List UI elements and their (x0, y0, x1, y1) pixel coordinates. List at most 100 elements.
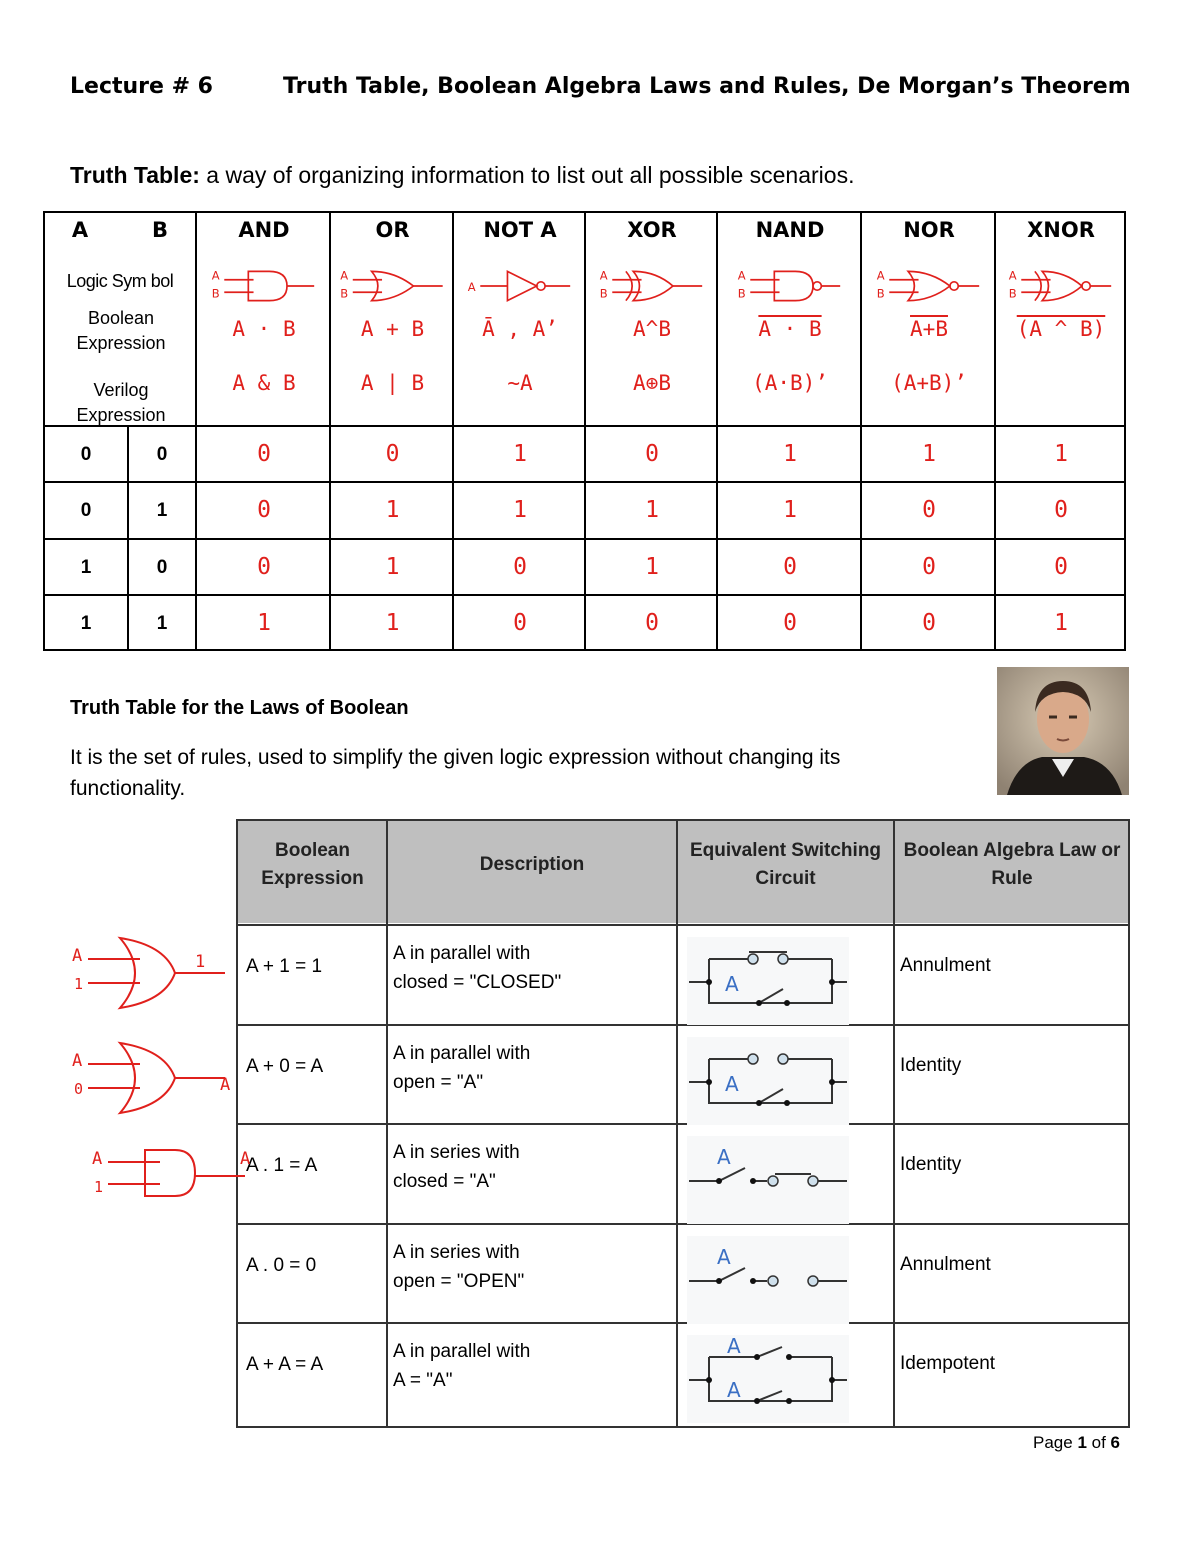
verilog-expression: ~A (507, 371, 533, 395)
row-divider (238, 1322, 1128, 1324)
svg-text:1: 1 (74, 975, 83, 993)
laws-heading: Truth Table for the Laws of Boolean (70, 697, 409, 719)
svg-text:A: A (92, 1149, 102, 1169)
svg-text:A: A (240, 1149, 250, 1169)
truth-output-cell: 0 (257, 441, 271, 467)
svg-text:A: A (72, 1051, 82, 1071)
svg-text:0: 0 (74, 1080, 83, 1098)
truth-output-cell: 1 (513, 497, 527, 523)
truth-output-cell: 0 (1054, 497, 1068, 523)
column-header-b: B (151, 218, 168, 242)
input-b-cell: 1 (156, 500, 168, 521)
page-title: Truth Table, Boolean Algebra Laws and Ru… (283, 74, 1131, 99)
column-divider (860, 213, 862, 649)
row-divider (238, 1123, 1128, 1125)
switching-circuit-series-open: A (687, 1236, 849, 1329)
row-divider (45, 594, 1124, 596)
description-line-2: open = "A" (393, 1072, 484, 1093)
column-divider (716, 213, 718, 649)
column-divider (584, 213, 586, 649)
svg-text:A: A (220, 1075, 230, 1095)
description-line-1: A in series with (393, 1242, 520, 1263)
truth-output-cell: 0 (645, 441, 659, 467)
svg-text:A: A (72, 946, 82, 966)
row-divider (45, 425, 1124, 427)
laws-description: It is the set of rules, used to simplify… (70, 746, 841, 800)
truth-output-cell: 1 (783, 441, 797, 467)
side-or-gate-sketch-icon: A 0 A (70, 1040, 235, 1115)
boolean-expression-cell: A . 1 = A (246, 1155, 318, 1176)
svg-text:B: B (877, 287, 885, 301)
description-line-2: A = "A" (393, 1370, 453, 1391)
boolean-expression-cell: A + A = A (246, 1354, 324, 1375)
verilog-expression: (A+B)’ (891, 371, 967, 395)
svg-text:B: B (1009, 287, 1017, 301)
svg-text:A: A (727, 1335, 741, 1358)
truth-output-cell: 0 (257, 554, 271, 580)
side-and-gate-sketch-icon: A 1 A (90, 1138, 255, 1208)
description-line-1: A in parallel with (393, 1043, 531, 1064)
column-divider (329, 213, 331, 649)
boolean-expression: A · B (758, 317, 822, 341)
law-name: Annulment (900, 955, 991, 976)
gate-name-or: OR (375, 218, 410, 242)
law-name: Annulment (900, 1254, 991, 1275)
intro-label: Truth Table: (70, 162, 200, 188)
boolean-expression: (A ^ B) (1016, 317, 1106, 341)
column-header: Boolean Expression (261, 840, 364, 889)
truth-output-cell: 1 (645, 497, 659, 523)
truth-output-cell: 0 (922, 610, 936, 636)
boolean-expression: A^B (633, 317, 671, 341)
input-a-cell: 0 (80, 500, 92, 521)
row-divider (238, 924, 1128, 926)
row-divider (238, 1024, 1128, 1026)
column-header: Boolean Algebra Law or Rule (903, 840, 1121, 889)
gate-name-xor: XOR (627, 218, 677, 242)
laws-table: Boolean Expression Description Equivalent … (236, 819, 1130, 1428)
page-number: Page 1 of 6 (1033, 1433, 1120, 1452)
boolean-expression: A + B (360, 317, 425, 341)
description-line-1: A in parallel with (393, 943, 531, 964)
boolean-expression: Ā , A’ (482, 317, 558, 341)
svg-text:A: A (725, 972, 739, 996)
lecture-number: Lecture # 6 (70, 74, 213, 99)
truth-output-cell: 0 (513, 554, 527, 580)
verilog-expression: A | B (360, 371, 425, 395)
truth-output-cell: 1 (257, 610, 271, 636)
law-name: Identity (900, 1154, 962, 1175)
gate-name-xnor: XNOR (1027, 218, 1095, 242)
truth-output-cell: 1 (1054, 610, 1068, 636)
truth-output-cell: 0 (922, 554, 936, 580)
side-or-gate-sketch-icon: A 1 1 (70, 935, 235, 1010)
intro-line: Truth Table: a way of organizing informa… (70, 162, 854, 189)
boolean-expression-cell: A + 0 = A (246, 1056, 324, 1077)
svg-text:1: 1 (94, 1178, 103, 1196)
truth-output-cell: 1 (783, 497, 797, 523)
verilog-expression: (A·B)’ (752, 371, 828, 395)
svg-text:B: B (212, 287, 220, 301)
verilog-expression: A⊕B (633, 371, 671, 395)
description-line-2: closed = "CLOSED" (393, 972, 562, 993)
switching-circuit-parallel-open: A (687, 1037, 849, 1130)
switching-circuit-series-closed: A (687, 1136, 849, 1229)
svg-text:A: A (725, 1072, 739, 1096)
switching-circuit-parallel-closed: A (687, 937, 849, 1030)
svg-text:B: B (600, 287, 608, 301)
truth-output-cell: 1 (385, 554, 400, 580)
truth-output-cell: 1 (1054, 441, 1068, 467)
boolean-expression: A · B (232, 317, 296, 341)
input-b-cell: 0 (156, 557, 168, 578)
input-a-cell: 1 (80, 557, 92, 578)
input-b-cell: 0 (156, 444, 168, 465)
row-divider (238, 1223, 1128, 1225)
gate-name-not: NOT A (483, 218, 557, 242)
gate-name-nor: NOR (903, 218, 955, 242)
description-line-2: open = "OPEN" (393, 1271, 525, 1292)
gate-name-nand: NAND (755, 218, 825, 242)
